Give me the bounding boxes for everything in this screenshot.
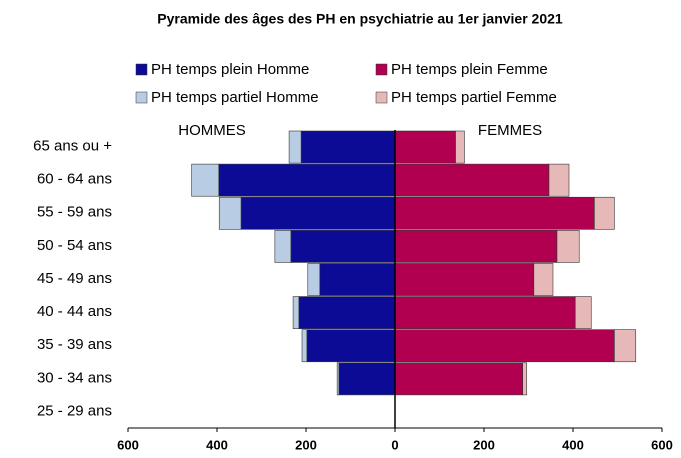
y-tick-label: 50 - 54 ans <box>37 237 112 254</box>
x-tick-label: 0 <box>391 437 398 452</box>
y-tick-label: 30 - 34 ans <box>37 369 112 386</box>
bar <box>218 163 396 197</box>
x-tick-label: 400 <box>206 437 228 452</box>
chart-title: Pyramide des âges des PH en psychiatrie … <box>157 11 563 27</box>
bar <box>288 130 302 164</box>
y-tick-label: 45 - 49 ans <box>37 270 112 287</box>
x-tick-label: 600 <box>117 437 139 452</box>
bar <box>394 329 615 363</box>
x-tick-label: 600 <box>651 437 673 452</box>
bar <box>594 196 615 230</box>
bar <box>298 296 396 329</box>
bar <box>556 230 580 263</box>
y-tick-label: 40 - 44 ans <box>37 303 112 320</box>
legend-swatch <box>135 63 148 76</box>
bar <box>522 362 528 396</box>
bar <box>533 263 554 296</box>
bar <box>240 196 396 230</box>
bar <box>574 296 592 329</box>
bar <box>191 163 220 197</box>
y-tick-label: 55 - 59 ans <box>37 204 112 221</box>
y-tick-label: 25 - 29 ans <box>37 402 112 419</box>
annotation: FEMMES <box>478 122 542 139</box>
y-tick-label: 65 ans ou + <box>33 138 112 155</box>
bar <box>301 329 308 363</box>
x-tick-label: 400 <box>562 437 584 452</box>
x-tick-label: 200 <box>473 437 495 452</box>
y-tick-label: 60 - 64 ans <box>37 171 112 188</box>
legend-label: PH temps plein Homme <box>151 61 309 78</box>
y-tick-label: 35 - 39 ans <box>37 336 112 353</box>
bar <box>336 362 340 396</box>
legend-label: PH temps partiel Homme <box>151 89 319 106</box>
legend-swatch <box>135 91 148 104</box>
bar <box>455 130 465 164</box>
bar <box>394 362 524 396</box>
bar <box>290 230 396 263</box>
legend-swatch <box>375 63 388 76</box>
bar <box>614 329 637 363</box>
bar <box>338 362 396 396</box>
bar <box>394 163 550 197</box>
bar <box>307 263 321 296</box>
bar <box>548 163 570 197</box>
bar <box>292 296 300 329</box>
annotation: HOMMES <box>178 122 246 139</box>
bar <box>394 130 456 164</box>
bar <box>218 196 242 230</box>
bar <box>319 263 396 296</box>
legend-label: PH temps plein Femme <box>391 61 548 78</box>
bar <box>300 130 396 164</box>
legend-label: PH temps partiel Femme <box>391 89 557 106</box>
bar <box>306 329 396 363</box>
bar <box>394 263 535 296</box>
bar <box>394 196 595 230</box>
bar <box>394 230 558 263</box>
x-tick-label: 200 <box>295 437 317 452</box>
bar <box>394 296 576 329</box>
bar <box>274 230 292 263</box>
legend-swatch <box>375 91 388 104</box>
